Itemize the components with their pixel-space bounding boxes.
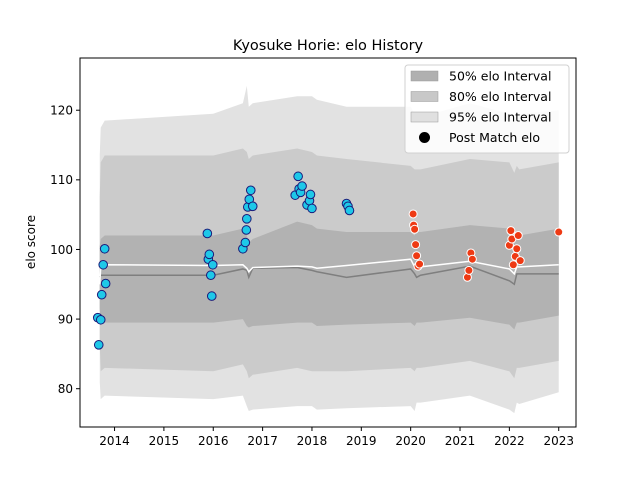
- post-match-elo-point: [512, 244, 522, 254]
- y-axis-label: elo score: [24, 215, 38, 269]
- y-tick-label: 110: [50, 173, 73, 187]
- x-tick-label: 2020: [395, 434, 426, 448]
- x-axis: 2014 2015 2016 2017 2018 2019 2020 2021 2022 2023: [99, 427, 574, 448]
- post-match-elo-point: [93, 340, 104, 350]
- post-match-elo-point: [515, 256, 525, 266]
- post-match-elo-point: [205, 270, 216, 281]
- post-match-elo-point: [411, 240, 421, 250]
- post-match-elo-point: [415, 259, 425, 269]
- y-tick-label: 90: [58, 312, 73, 326]
- x-tick-label: 2015: [149, 434, 180, 448]
- interval-bands: [99, 85, 559, 414]
- legend-swatch: [410, 70, 439, 82]
- legend-marker: [419, 132, 430, 143]
- y-axis: 80 90 100 110 120: [50, 104, 80, 396]
- post-match-elo-point: [467, 254, 477, 264]
- post-match-elo-point: [506, 226, 516, 236]
- x-tick-label: 2022: [494, 434, 525, 448]
- y-tick-label: 120: [50, 104, 73, 118]
- legend: 50% elo Interval 80% elo Interval 95% elo …: [404, 64, 570, 154]
- median-elo-line: [99, 265, 559, 286]
- chart-title: Kyosuke Horie: elo History: [233, 38, 424, 54]
- legend-box: [404, 64, 570, 154]
- post-match-elo-point: [100, 278, 111, 289]
- post-match-elo-point: [96, 289, 107, 300]
- plot-frame: [79, 57, 577, 428]
- mean-elo-line: [98, 258, 559, 285]
- legend-swatch: [410, 111, 439, 123]
- post-match-elo-point: [241, 225, 252, 235]
- post-match-points: [92, 171, 564, 350]
- post-match-elo-point: [245, 185, 256, 196]
- post-match-elo-point: [99, 243, 110, 254]
- legend-label: 95% elo Interval: [449, 110, 551, 125]
- post-match-elo-point: [410, 224, 420, 234]
- post-match-elo-point: [297, 181, 307, 191]
- legend-swatch: [410, 91, 439, 102]
- x-tick-label: 2018: [297, 434, 328, 448]
- post-match-elo-point: [554, 227, 564, 237]
- legend-label: Post Match elo: [449, 130, 540, 145]
- x-tick-label: 2014: [99, 434, 130, 448]
- post-match-elo-point: [206, 291, 217, 301]
- y-tick-label: 80: [58, 382, 73, 396]
- post-match-elo-point: [293, 171, 303, 182]
- x-tick-label: 2016: [198, 434, 229, 448]
- post-match-elo-point: [240, 237, 251, 248]
- post-match-elo-point: [247, 201, 258, 212]
- post-match-elo-point: [242, 214, 252, 224]
- post-match-elo-point: [98, 259, 108, 270]
- x-tick-label: 2017: [247, 434, 278, 448]
- x-tick-label: 2021: [445, 434, 476, 448]
- x-tick-label: 2019: [346, 434, 377, 448]
- post-match-elo-point: [204, 249, 215, 260]
- post-match-elo-point: [408, 209, 418, 219]
- post-match-elo-point: [344, 205, 355, 216]
- legend-label: 80% elo Interval: [449, 89, 551, 104]
- post-match-elo-point: [95, 314, 106, 325]
- post-match-elo-point: [305, 189, 316, 200]
- post-match-elo-point: [513, 231, 523, 241]
- legend-label: 50% elo Interval: [449, 69, 551, 84]
- post-match-elo-point: [207, 259, 218, 270]
- elo-lines: [98, 258, 559, 286]
- post-match-elo-point: [412, 251, 422, 261]
- band-50-interval: [99, 221, 559, 330]
- y-tick-label: 100: [50, 243, 73, 257]
- post-match-elo-point: [464, 265, 474, 275]
- post-match-elo-point: [202, 228, 213, 239]
- x-tick-label: 2023: [543, 434, 574, 448]
- post-match-elo-point: [307, 203, 317, 214]
- post-match-elo-point: [508, 260, 518, 270]
